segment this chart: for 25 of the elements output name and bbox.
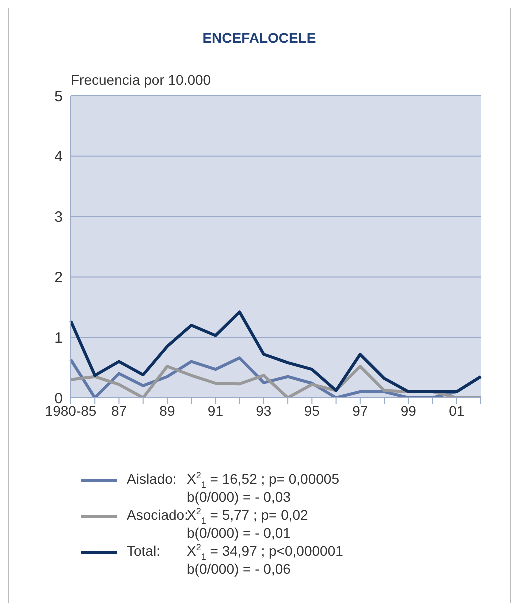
text: X$^{2}$$_{1}$ = 34,97 ; p<0,000001 (187, 542, 344, 562)
text: b(0/000) = - 0,06 (187, 561, 291, 577)
x-tick-label: 87 (111, 402, 128, 419)
y-axis-title: Frecuencia por 10.000 (71, 72, 212, 88)
y-tick-label: 3 (54, 209, 63, 226)
x-tick-label: 95 (304, 402, 320, 419)
legend-label: Total: (127, 542, 162, 561)
line-series (70, 310, 482, 394)
chart-title: ENCEFALOCELE (202, 30, 318, 46)
x-tick-label: 91 (208, 402, 224, 419)
text: b(0/000) = - 0,03 (187, 489, 291, 505)
y-tick-label: 5 (54, 88, 63, 106)
x-tick-label: 97 (352, 402, 368, 419)
text: X$^{2}$$_{1}$ = 16,52 ; p= 0,00005 (187, 470, 340, 490)
x-tick-label: 99 (400, 402, 417, 419)
x-tick-label: 93 (256, 402, 272, 419)
x-tick-label: 01 (449, 402, 465, 419)
x-tick-label: 89 (160, 402, 176, 419)
legend-label: Aislado: (127, 470, 178, 489)
text: X$^{2}$$_{1}$ = 5,77 ; p= 0,02 (187, 506, 308, 526)
y-tick-label: 2 (54, 270, 63, 287)
y-tick-label: 1 (54, 330, 63, 347)
text: b(0/000) = - 0,01 (187, 525, 291, 541)
y-tick-label: 4 (54, 148, 63, 166)
legend-label: Asociado: (127, 506, 188, 525)
